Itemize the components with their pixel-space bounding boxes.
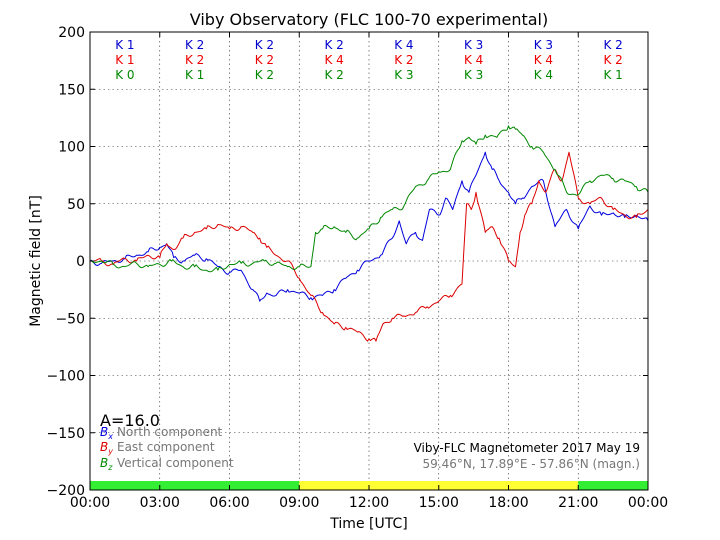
- legend-symbol-letter: B: [100, 440, 108, 454]
- x-tick-label: 09:00: [279, 495, 319, 511]
- y-tick-label: −200: [47, 483, 85, 499]
- x-axis-label: Time [UTC]: [329, 516, 407, 532]
- k-index-label: K 1: [115, 53, 134, 67]
- x-tick-label: 21:00: [558, 495, 598, 511]
- k-index-label: K 3: [534, 38, 553, 52]
- legend-label-vertical: Vertical component: [117, 456, 234, 470]
- legend-label-east: East component: [117, 440, 215, 454]
- k-index-label: K 2: [255, 68, 274, 82]
- k-index-label: K 4: [324, 53, 343, 67]
- legend-symbol-sub: z: [107, 463, 113, 472]
- k-index-label: K 1: [603, 68, 622, 82]
- legend-symbol-north: Bx: [100, 425, 113, 441]
- x-tick-label: 18:00: [488, 495, 528, 511]
- y-tick-label: −150: [47, 426, 85, 442]
- k-index-label: K 0: [115, 68, 134, 82]
- x-tick-label: 03:00: [140, 495, 180, 511]
- k-index-label: K 2: [324, 38, 343, 52]
- legend-label-north: North component: [117, 425, 223, 439]
- daylight-segment: [90, 481, 300, 490]
- k-index-label: K 2: [185, 53, 204, 67]
- y-tick-label: 150: [58, 82, 85, 98]
- k-index-label: K 4: [534, 68, 553, 82]
- k-index-label: K 3: [394, 68, 413, 82]
- k-index-label: K 2: [255, 53, 274, 67]
- data-series: [89, 125, 649, 342]
- y-tick-label: 200: [58, 25, 85, 41]
- legend-symbol-sub: x: [107, 432, 113, 441]
- k-index-label: K 3: [464, 38, 483, 52]
- legend: Bx North component By East component Bz …: [100, 425, 234, 472]
- k-index-label: K 3: [464, 68, 483, 82]
- y-tick-label: 100: [58, 140, 85, 156]
- k-index-label: K 2: [255, 38, 274, 52]
- legend-symbol-sub: y: [107, 447, 113, 456]
- y-tick-label: −50: [55, 311, 85, 327]
- k-index-label: K 4: [534, 53, 553, 67]
- legend-entry-east: By East component: [100, 440, 215, 456]
- y-tick-label: 0: [76, 254, 85, 270]
- legend-entry-north: Bx North component: [100, 425, 223, 441]
- x-tick-label: 00:00: [70, 495, 110, 511]
- k-index-label: K 1: [115, 38, 134, 52]
- y-tick-label: −100: [47, 369, 85, 385]
- legend-symbol-letter: B: [100, 456, 108, 470]
- k-index-label: K 2: [394, 53, 413, 67]
- k-index-label: K 4: [464, 53, 483, 67]
- a-index-label: A=16.0: [100, 411, 160, 430]
- legend-entry-vertical: Bz Vertical component: [100, 456, 234, 472]
- series-line-vertical-component: [89, 125, 649, 273]
- y-axis-label: Magnetic field [nT]: [28, 195, 44, 327]
- k-index-label: K 2: [324, 68, 343, 82]
- daylight-segment: [578, 481, 648, 490]
- legend-symbol-east: By: [100, 440, 113, 456]
- k-index-label: K 4: [394, 38, 413, 52]
- legend-symbol-vertical: Bz: [100, 456, 113, 472]
- k-index-label: K 1: [185, 68, 204, 82]
- series-line-north-component: [89, 151, 649, 302]
- k-index-label: K 2: [185, 38, 204, 52]
- legend-symbol-letter: B: [100, 425, 108, 439]
- location-info: 59.46°N, 17.89°E - 57.86°N (magn.): [423, 457, 640, 471]
- k-index-label: K 2: [603, 38, 622, 52]
- chart-title: Viby Observatory (FLC 100-70 experimenta…: [190, 10, 549, 29]
- axis-ticks: 00:00 03:00 06:00 09:00 12:00 15:00 18:00 21:00…: [47, 25, 669, 511]
- x-tick-label: 15:00: [419, 495, 459, 511]
- magnetometer-info: Viby-FLC Magnetometer 2017 May 19: [414, 441, 640, 455]
- k-index-label: K 2: [603, 53, 622, 67]
- y-tick-label: 50: [67, 197, 85, 213]
- x-tick-label: 12:00: [349, 495, 389, 511]
- x-tick-label: 00:00: [628, 495, 668, 511]
- x-tick-label: 06:00: [209, 495, 249, 511]
